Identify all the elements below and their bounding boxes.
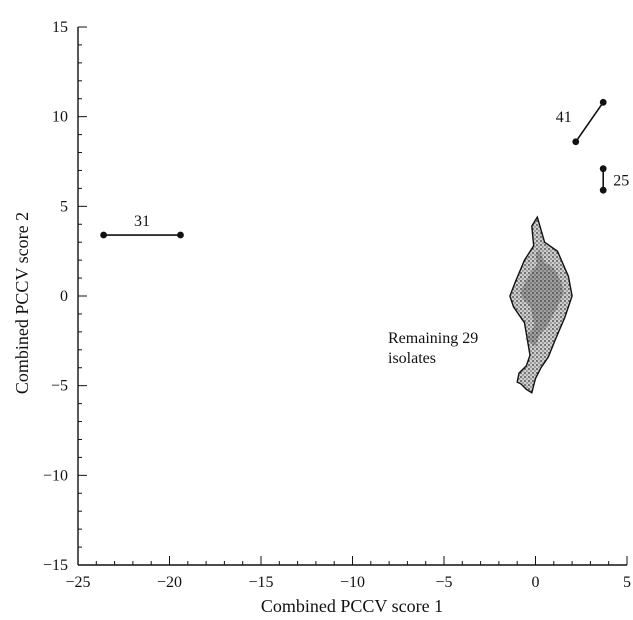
y-tick-label: 5 [60,198,68,215]
data-point [599,186,607,194]
x-tick-label: −10 [340,574,365,591]
segment-label: 41 [556,109,572,126]
data-point [100,231,108,239]
y-tick-label: −10 [43,467,68,484]
cluster-label-line1: Remaining 29 [388,330,478,347]
cluster-region [509,215,573,394]
cluster-outline [509,215,573,394]
data-point [572,138,580,146]
x-axis-title: Combined PCCV score 1 [261,596,443,616]
y-tick-label: −5 [51,378,68,395]
y-tick-label: 15 [52,19,68,36]
segment-label: 25 [613,172,629,189]
data-point [599,98,607,106]
data-point [599,165,607,173]
cluster-label-line2: isolates [388,350,436,367]
data-point [177,231,184,239]
y-tick-label: 10 [52,109,68,126]
segment-41 [575,101,604,143]
x-tick-label: −5 [435,574,452,591]
y-axis-ticks: −15 −10 −5 0 5 10 15 [43,19,87,574]
x-tick-label: −25 [65,574,90,591]
y-tick-label: −15 [43,557,68,574]
x-tick-label: 5 [623,574,631,591]
y-tick-label: 0 [60,288,68,305]
x-tick-label: 0 [532,574,540,591]
segment-label: 31 [134,213,150,230]
isolate-segments: 31 41 25 [100,98,629,239]
x-tick-label: −20 [157,574,182,591]
y-axis-title: Combined PCCV score 2 [12,212,32,394]
x-axis-ticks: −25 −20 −15 −10 −5 0 5 [65,556,631,591]
x-tick-label: −15 [248,574,273,591]
cluster-core [520,249,564,346]
